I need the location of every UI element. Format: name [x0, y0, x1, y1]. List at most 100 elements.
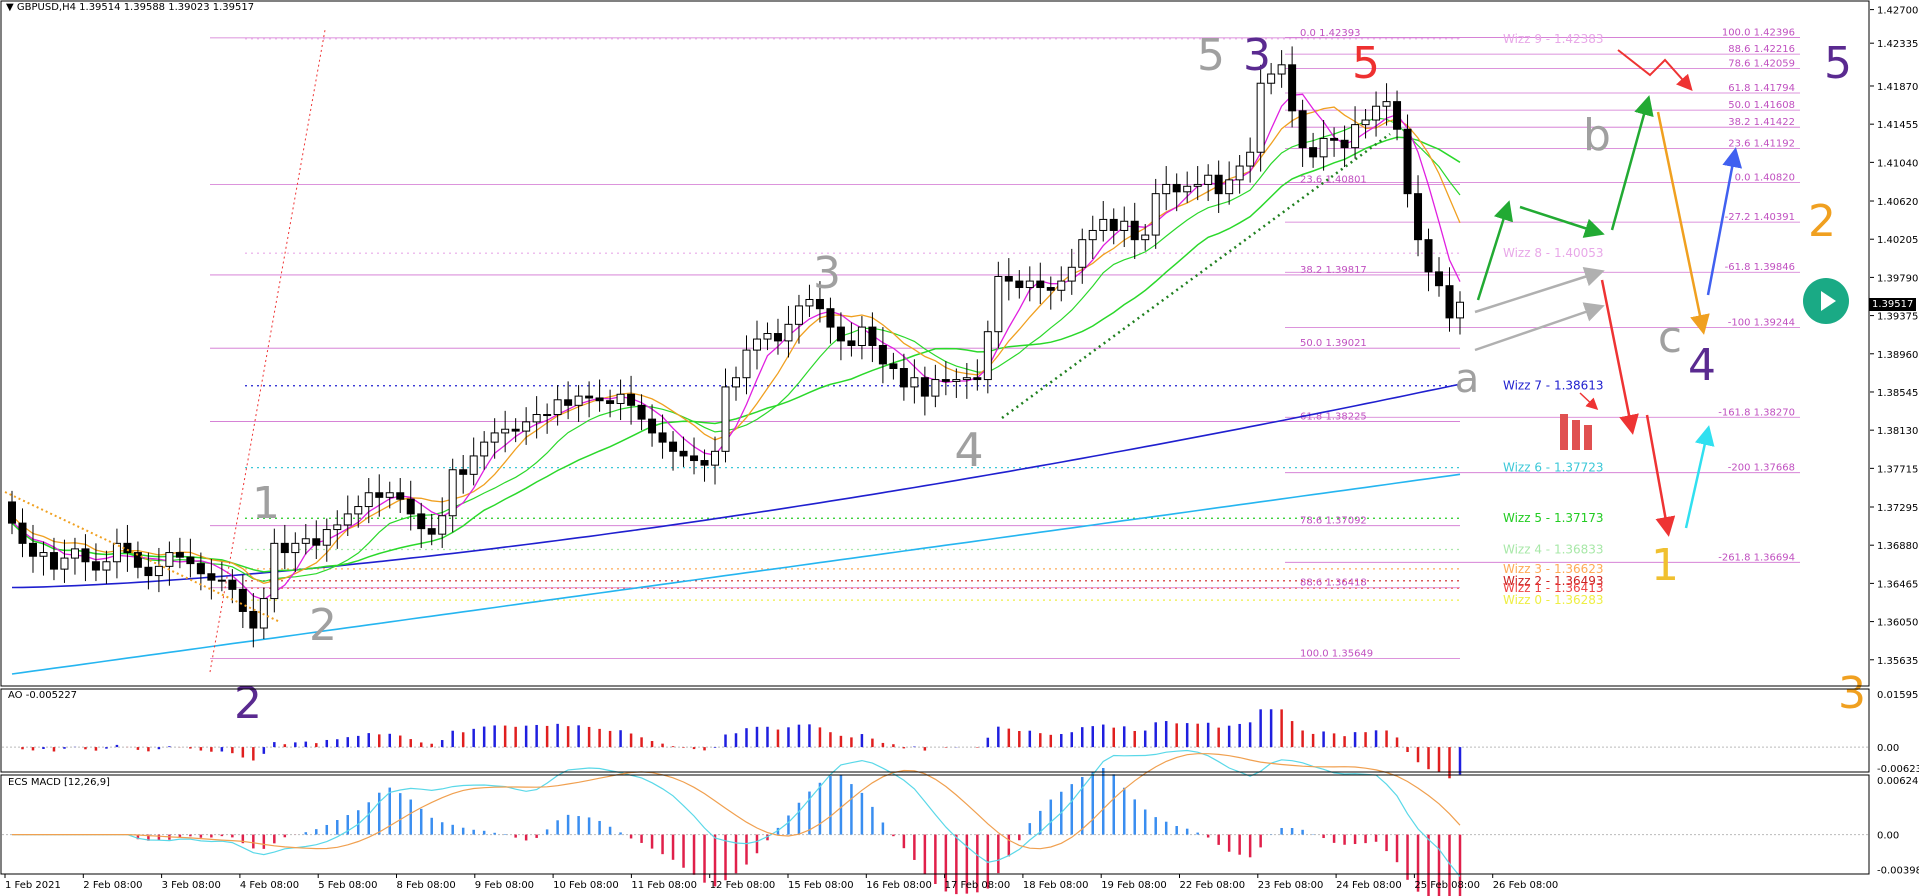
candle-body — [91, 561, 100, 571]
candle-body — [553, 399, 562, 416]
candle-body — [1456, 301, 1464, 319]
wave-label: 4 — [1688, 340, 1716, 391]
time-tick-label: 9 Feb 08:00 — [475, 880, 534, 891]
dropdown-triangle-icon[interactable]: ▼ — [6, 2, 14, 13]
price-tick-label: 1.41870 — [1877, 82, 1918, 93]
green-dotted-trend — [1001, 132, 1391, 420]
candle-body — [1141, 234, 1150, 241]
candle-body — [1424, 239, 1433, 273]
candle-body — [836, 326, 845, 342]
candle-body — [1414, 193, 1423, 241]
wave-label: 2 — [1808, 196, 1836, 247]
candlestick-series — [8, 46, 1464, 648]
candle-body — [658, 432, 667, 443]
candle-body — [962, 377, 971, 381]
wave-label: c — [1658, 312, 1682, 363]
candle-body — [679, 450, 688, 457]
candle-body — [375, 492, 384, 498]
macd-tick-label: 0.0062467 — [1877, 776, 1919, 787]
macd-signal-line — [12, 753, 1461, 850]
candle-body — [910, 377, 919, 388]
wave-label: b — [1583, 110, 1611, 161]
wizz-level-label: Wizz 3 - 1.36623 — [1503, 562, 1604, 576]
candle-body — [637, 404, 646, 420]
time-tick-label: 2 Feb 08:00 — [83, 880, 142, 891]
candle-body — [784, 323, 793, 342]
candle-body — [343, 513, 352, 526]
candle-body — [574, 395, 583, 406]
wizz-level-label: Wizz 1 - 1.36413 — [1503, 581, 1604, 595]
projection-arrow — [1600, 279, 1639, 435]
candle-body — [1046, 287, 1055, 291]
candle-body — [973, 377, 982, 381]
candle-body — [983, 331, 992, 381]
candle-body — [1067, 266, 1076, 282]
play-button[interactable] — [1803, 278, 1849, 324]
price-panel-frame — [0, 0, 1870, 687]
candle-body — [1004, 275, 1013, 282]
price-tick-label: 1.37715 — [1877, 464, 1918, 475]
candle-body — [1277, 64, 1286, 75]
candle-body — [385, 492, 394, 498]
candle-body — [616, 393, 625, 404]
price-tick-label: 1.35635 — [1877, 656, 1918, 667]
macd-tick-label: -0.0039877 — [1877, 866, 1919, 877]
candle-body — [1036, 280, 1045, 289]
fib-extension-label: 78.6 1.42059 — [1728, 59, 1795, 70]
price-tick-label: 1.37295 — [1877, 503, 1918, 514]
candle-body — [700, 460, 709, 466]
price-tick-label: 1.38545 — [1877, 388, 1918, 399]
candle-body — [354, 506, 363, 515]
candle-body — [18, 522, 27, 544]
price-tick-label: 1.38130 — [1877, 426, 1918, 437]
candle-body — [889, 363, 898, 370]
fib-extension-label: -27.2 1.40391 — [1725, 212, 1795, 223]
candle-body — [123, 542, 132, 554]
candle-body — [868, 326, 877, 347]
candle-body — [81, 548, 90, 563]
candle-body — [1172, 183, 1181, 193]
candle-body — [1193, 183, 1202, 187]
ohlc-values: 1.39514 1.39588 1.39023 1.39517 — [79, 2, 255, 13]
candle-body — [1309, 147, 1318, 158]
wave-label: 3 — [1243, 30, 1271, 81]
price-tick-label: 1.41455 — [1877, 120, 1918, 131]
candle-body — [217, 579, 226, 582]
wizz-level-label: Wizz 7 - 1.38613 — [1503, 379, 1604, 393]
wave-label: 5 — [1352, 38, 1380, 89]
wizz-level-label: Wizz 2 - 1.36493 — [1503, 574, 1604, 588]
candle-body — [1162, 183, 1171, 195]
fib-extension-label: 38.2 1.41422 — [1728, 117, 1795, 128]
fib-extension-label: -261.8 1.36694 — [1718, 552, 1795, 563]
macd-panel-frame — [0, 774, 1870, 875]
candle-body — [490, 432, 499, 443]
candle-body — [417, 513, 426, 530]
candle-body — [805, 298, 814, 307]
time-tick-label: 17 Feb 08:00 — [945, 880, 1011, 891]
fib-level-label: 100.0 1.35649 — [1300, 648, 1373, 659]
candle-body — [763, 333, 772, 340]
price-tick-label: 1.36050 — [1877, 618, 1918, 629]
candle-body — [438, 515, 447, 535]
candle-body — [1025, 280, 1034, 289]
price-tick-label: 1.41040 — [1877, 158, 1918, 169]
fib-extension-label: -100 1.39244 — [1728, 318, 1795, 329]
ao-tick-label: -0.006237 — [1877, 764, 1919, 775]
candle-body — [480, 441, 489, 457]
candle-body — [1403, 128, 1412, 195]
wave-label: 3 — [813, 248, 841, 299]
price-tick-label: 1.39790 — [1877, 273, 1918, 284]
candle-body — [1078, 239, 1087, 268]
macd-line — [12, 749, 1461, 877]
red-bar-icon — [1572, 420, 1580, 450]
candle-body — [1088, 229, 1097, 241]
candle-body — [585, 395, 594, 399]
candle-body — [1330, 137, 1339, 141]
price-tick-label: 1.38960 — [1877, 350, 1918, 361]
candle-body — [1445, 285, 1454, 319]
candle-body — [857, 326, 866, 347]
fib-extension-label: 50.0 1.41608 — [1728, 100, 1795, 111]
projection-arrow — [1474, 302, 1605, 352]
